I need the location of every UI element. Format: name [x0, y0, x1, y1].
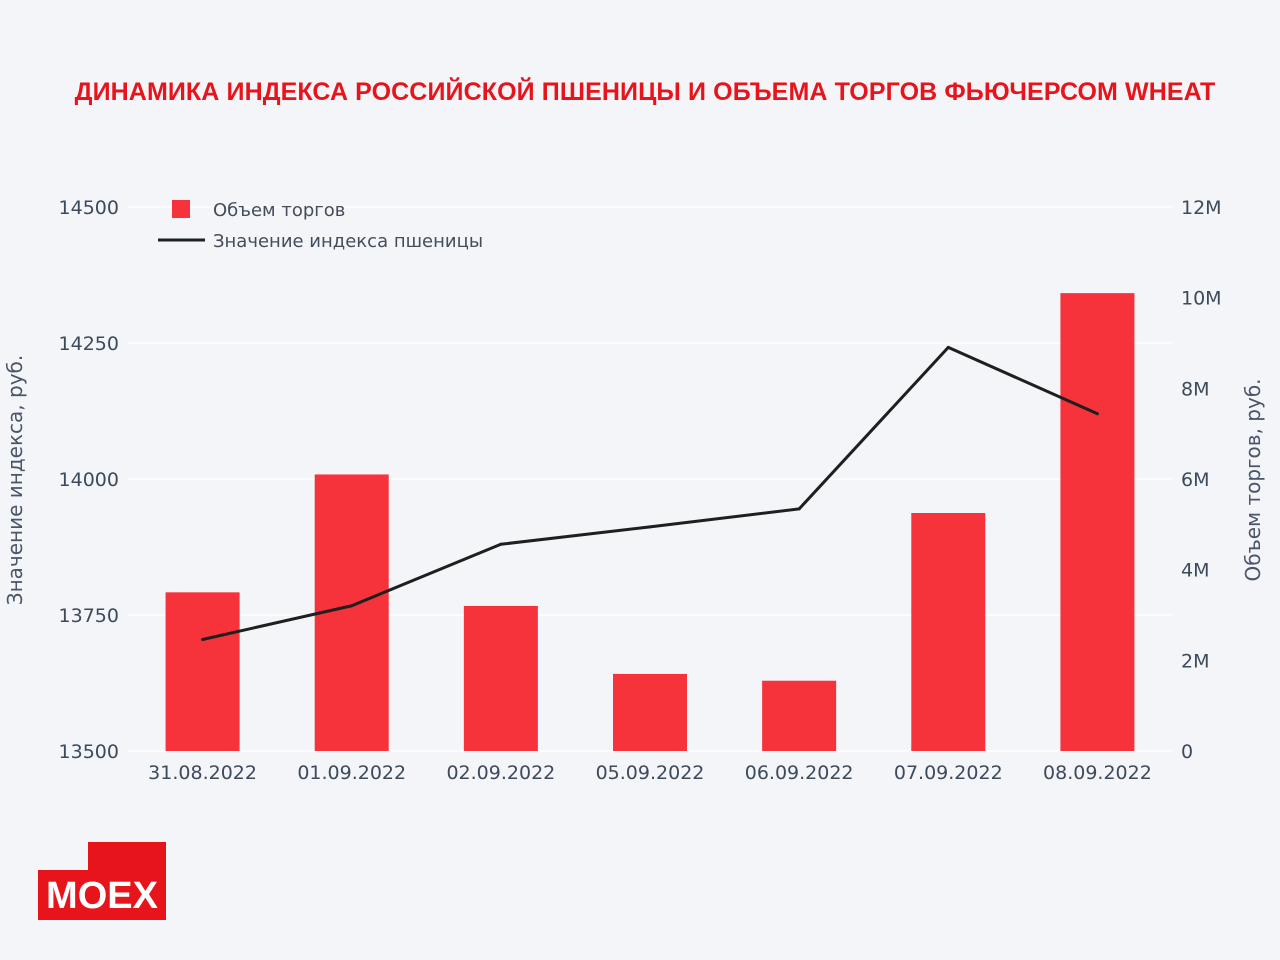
index-line-layer	[201, 345, 1099, 641]
y-right-tick-label: 4M	[1181, 560, 1209, 582]
moex-logo: MOEX	[38, 842, 166, 920]
volume-bar	[613, 673, 687, 751]
x-tick-label: 05.09.2022	[596, 762, 705, 784]
x-tick-label: 01.09.2022	[297, 762, 406, 784]
y-left-tick-label: 14250	[59, 333, 119, 355]
x-tick-label: 02.09.2022	[446, 762, 555, 784]
y-left-tick-label: 14500	[59, 197, 119, 219]
y-right-tick-label: 0	[1181, 741, 1193, 763]
index-point	[499, 542, 503, 546]
axes: 13500 13750 14000 14250 14500 0 2M 4M 6M 8M 10M 12M…	[59, 197, 1222, 784]
logo-text: MOEX	[38, 870, 166, 920]
volume-bar	[762, 680, 837, 751]
y-left-tick-label: 13750	[59, 605, 119, 627]
index-point	[201, 637, 205, 641]
x-tick-label: 31.08.2022	[148, 762, 257, 784]
y-right-tick-label: 6M	[1181, 469, 1209, 491]
index-point	[1095, 412, 1099, 416]
index-point	[946, 345, 950, 349]
y-right-tick-label: 8M	[1181, 378, 1209, 400]
x-tick-label: 08.09.2022	[1043, 762, 1152, 784]
grid-lines	[128, 206, 1172, 752]
x-tick-label: 06.09.2022	[745, 762, 854, 784]
index-point	[797, 507, 801, 511]
volume-bar	[463, 605, 538, 751]
legend-bar-label: Объем торгов	[213, 200, 345, 221]
y-left-tick-label: 14000	[59, 469, 119, 491]
volume-bar	[165, 592, 240, 751]
y-right-tick-label: 12M	[1181, 197, 1222, 219]
y-left-tick-label: 13500	[59, 741, 119, 763]
legend-bar-swatch	[172, 200, 190, 218]
index-point	[350, 604, 354, 608]
y-right-tick-label: 2M	[1181, 650, 1209, 672]
legend: Объем торгов Значение индекса пшеницы	[158, 200, 483, 252]
volume-bars	[165, 293, 1135, 751]
volume-bar	[1060, 293, 1135, 751]
volume-bar	[911, 513, 986, 751]
index-point	[648, 525, 652, 529]
chart-title: ДИНАМИКА ИНДЕКСА РОССИЙСКОЙ ПШЕНИЦЫ И ОБ…	[74, 78, 1216, 106]
x-tick-label: 07.09.2022	[894, 762, 1003, 784]
y-right-tick-label: 10M	[1181, 288, 1222, 310]
y-left-axis-title: Значение индекса, руб.	[3, 355, 27, 606]
legend-line-label: Значение индекса пшеницы	[213, 231, 483, 252]
y-right-axis-title: Объем торгов, руб.	[1241, 378, 1265, 581]
